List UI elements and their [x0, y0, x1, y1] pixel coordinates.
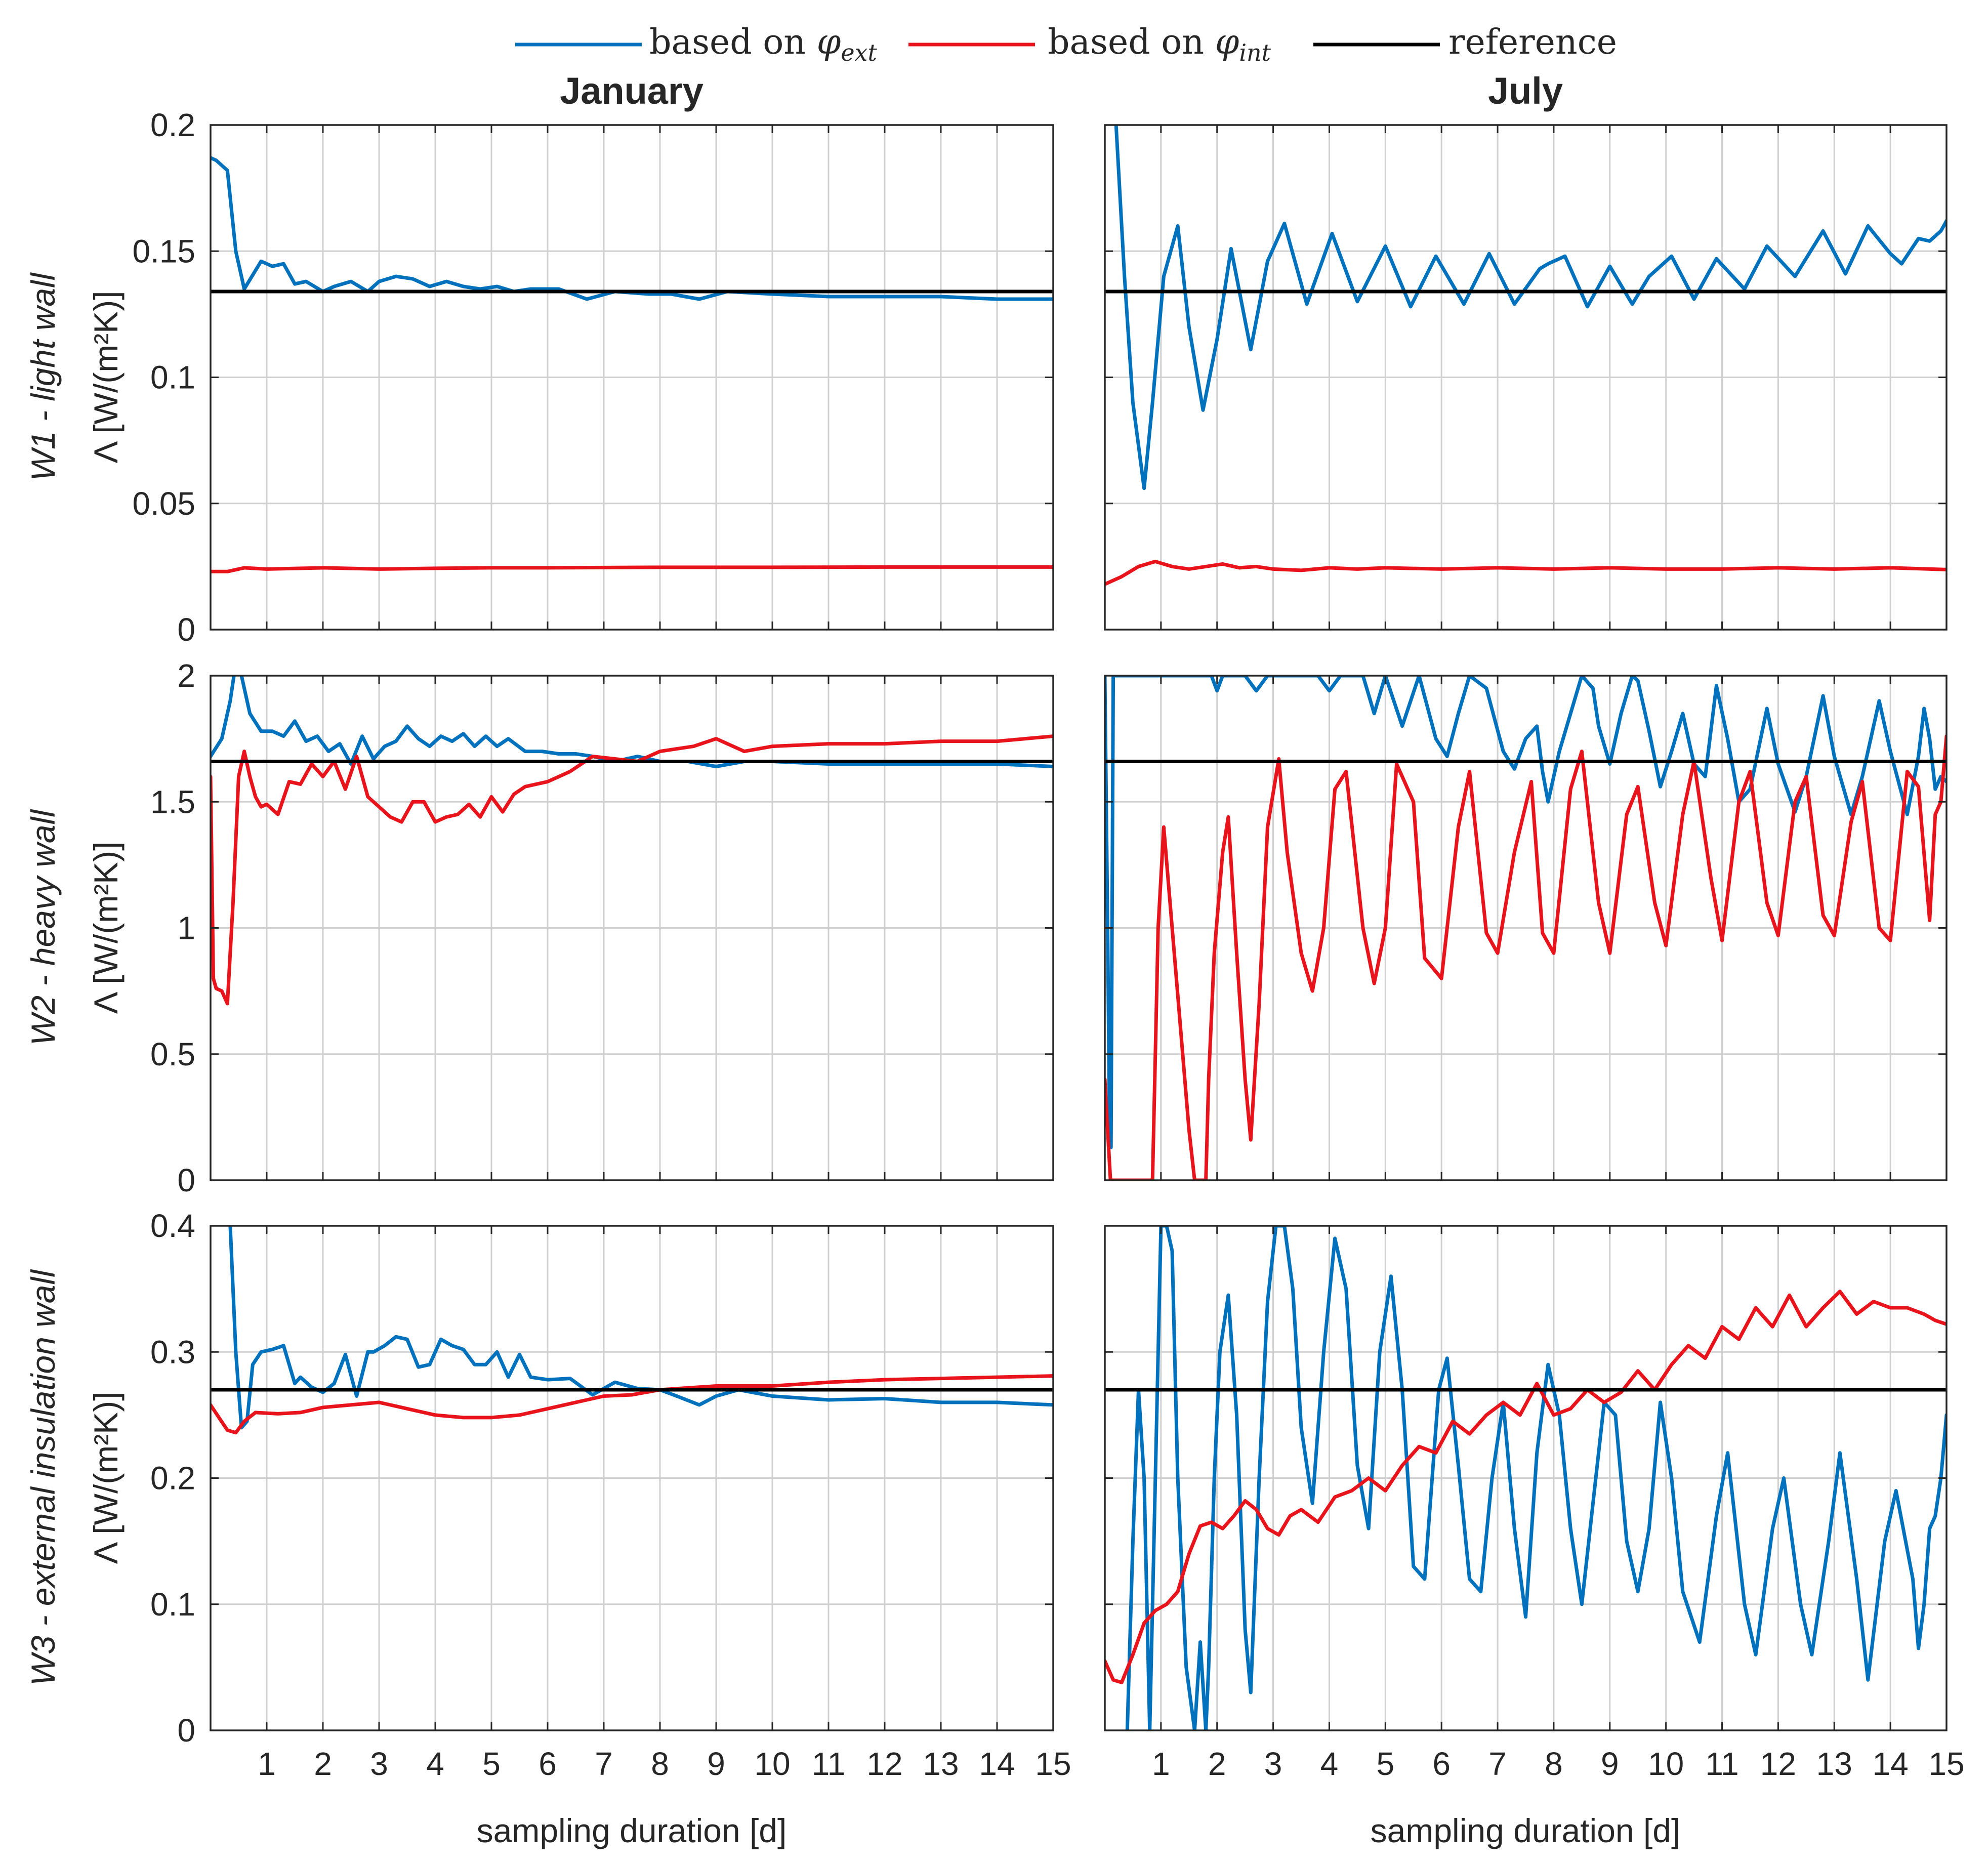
series-int-line-r2c1 — [1105, 1290, 1946, 1684]
series-int-line-r2c0 — [211, 1374, 1053, 1435]
y-tick-label-r0c0-4: 0.2 — [150, 107, 195, 143]
legend-label-reference: reference — [1448, 22, 1617, 62]
row-label-w1-quantity: Λ [W/(m²K)] — [87, 291, 125, 463]
series-int-line-r0c0 — [211, 565, 1053, 573]
x-tick-label-r2c0-8: 9 — [707, 1746, 725, 1782]
column-title-july: July — [1488, 70, 1563, 112]
row-label-w2-wall: W2 - heavy wall — [24, 809, 62, 1046]
x-axis-label-july: sampling duration [d] — [1371, 1812, 1681, 1849]
x-tick-label-r2c1-6: 7 — [1488, 1746, 1507, 1782]
x-tick-label-r2c1-3: 4 — [1320, 1746, 1339, 1782]
x-tick-label-r2c1-8: 9 — [1601, 1746, 1619, 1782]
x-tick-label-r2c0-5: 6 — [539, 1746, 557, 1782]
y-tick-label-r0c0-3: 0.15 — [132, 233, 195, 269]
x-tick-label-r2c1-10: 11 — [1705, 1746, 1738, 1782]
x-tick-label-r2c1-11: 12 — [1760, 1746, 1796, 1782]
x-tick-label-r2c0-2: 3 — [370, 1746, 388, 1782]
x-tick-label-r2c0-12: 13 — [923, 1746, 959, 1782]
y-tick-label-r2c0-4: 0.4 — [150, 1208, 195, 1244]
x-tick-label-r2c1-9: 10 — [1648, 1746, 1684, 1782]
panel-w3-january: 00.10.20.30.41 2 3 4 5 6 7 8 9 10 11 12 13 14 15 — [150, 1208, 1071, 1782]
series-int-line-r0c1 — [1105, 559, 1946, 586]
y-tick-label-r2c0-0: 0 — [177, 1712, 195, 1749]
column-title-january: January — [560, 70, 703, 112]
x-tick-label-r2c0-6: 7 — [595, 1746, 613, 1782]
y-tick-label-r1c0-4: 2 — [177, 657, 195, 694]
legend-label-ext: based on φext — [649, 22, 877, 66]
y-tick-label-r1c0-3: 1.5 — [150, 783, 195, 820]
y-tick-label-r1c0-2: 1 — [177, 910, 195, 946]
panel-w2-july — [1104, 675, 1948, 1181]
row-label-w2-quantity: Λ [W/(m²K)] — [87, 841, 125, 1014]
y-tick-label-r0c0-0: 0 — [177, 611, 195, 648]
x-tick-label-r2c0-11: 12 — [866, 1746, 902, 1782]
panel-w2-january: 0 0.5 1 1.5 2 — [150, 657, 1054, 1198]
x-tick-label-r2c1-5: 6 — [1432, 1746, 1451, 1782]
legend-label-int: based on φint — [1048, 22, 1271, 66]
plot-area-r0c0 — [211, 156, 1053, 573]
x-axis-label-january: sampling duration [d] — [477, 1812, 787, 1849]
y-tick-label-r2c0-1: 0.1 — [150, 1586, 195, 1623]
plot-area-r1c1 — [1105, 676, 1946, 1180]
series-int-line-r1c1 — [1105, 734, 1946, 1180]
series-ext-line-r0c0 — [211, 156, 1053, 301]
series-int-line-r1c0 — [211, 734, 1053, 1006]
panel-w3-july: 1 2 3 4 5 6 7 8 9 10 11 12 13 14 15 — [1104, 1225, 1965, 1782]
x-tick-label-r2c0-0: 1 — [258, 1746, 276, 1782]
y-tick-label-r0c0-2: 0.1 — [150, 359, 195, 396]
series-ext-line-r0c1 — [1114, 125, 1946, 490]
x-tick-label-r2c0-13: 14 — [979, 1746, 1015, 1782]
y-tick-label-r2c0-3: 0.3 — [150, 1334, 195, 1370]
legend: based on φext based on φint reference — [515, 22, 1617, 66]
x-tick-label-r2c1-4: 5 — [1377, 1746, 1395, 1782]
x-tick-label-r2c0-14: 15 — [1035, 1746, 1071, 1782]
x-tick-label-r2c1-13: 14 — [1873, 1746, 1909, 1782]
x-tick-label-r2c0-7: 8 — [651, 1746, 669, 1782]
plot-area-r1c0 — [211, 676, 1053, 1006]
series-ext-line-r2c0 — [228, 1226, 1053, 1430]
plot-area-r0c1 — [1105, 125, 1946, 586]
y-tick-label-r0c0-1: 0.05 — [132, 485, 195, 522]
x-tick-label-r2c1-1: 2 — [1208, 1746, 1226, 1782]
x-tick-label-r2c0-9: 10 — [754, 1746, 790, 1782]
row-label-w1-wall: W1 - light wall — [24, 272, 62, 481]
series-ext-line-r1c1 — [1105, 676, 1946, 1149]
x-tick-label-r2c1-14: 15 — [1928, 1746, 1964, 1782]
row-label-w3-wall: W3 - external insulation wall — [24, 1269, 62, 1686]
y-tick-label-r1c0-0: 0 — [177, 1162, 195, 1198]
panel-w1-january: 0 0.05 0.1 0.15 0.2 — [132, 107, 1054, 648]
x-tick-label-r2c1-7: 8 — [1545, 1746, 1563, 1782]
y-tick-label-r1c0-1: 0.5 — [150, 1036, 195, 1072]
plot-area-r2c1 — [1105, 1226, 1946, 1730]
series-ext-line-r2c1 — [1125, 1226, 1946, 1730]
x-tick-label-r2c1-12: 13 — [1816, 1746, 1852, 1782]
series-ext-line-r1c0 — [211, 676, 1053, 768]
row-label-w3-quantity: Λ [W/(m²K)] — [87, 1391, 125, 1564]
x-tick-label-r2c1-2: 3 — [1264, 1746, 1282, 1782]
panel-w1-july — [1104, 124, 1948, 631]
x-tick-label-r2c0-1: 2 — [314, 1746, 332, 1782]
x-tick-label-r2c1-0: 1 — [1152, 1746, 1170, 1782]
plot-area-r2c0 — [211, 1226, 1053, 1435]
x-tick-label-r2c0-4: 5 — [482, 1746, 501, 1782]
y-tick-label-r2c0-2: 0.2 — [150, 1460, 195, 1497]
x-tick-label-r2c0-3: 4 — [426, 1746, 444, 1782]
x-tick-label-r2c0-10: 11 — [812, 1746, 845, 1782]
